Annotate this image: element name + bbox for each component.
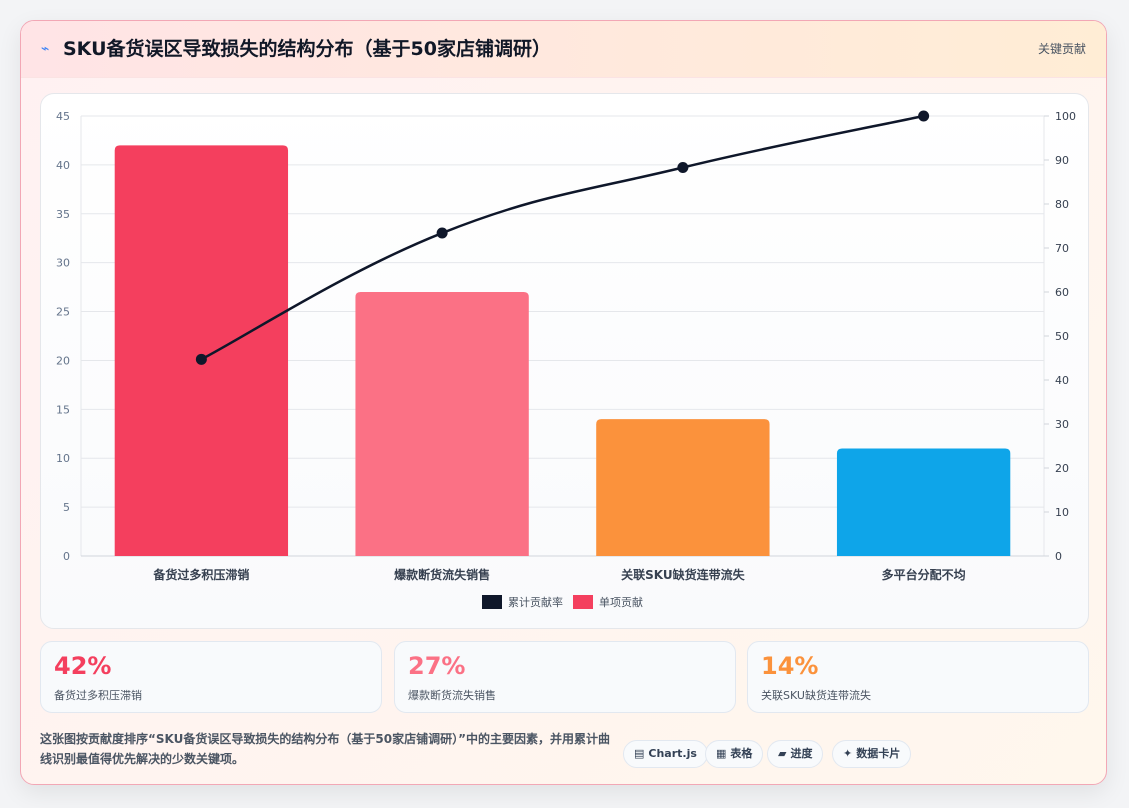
header-tag: 关键贡献 bbox=[1037, 42, 1086, 56]
bar-4 bbox=[836, 448, 1011, 556]
cumulative-line bbox=[200, 114, 924, 361]
progress-icon: ▰ bbox=[778, 747, 787, 760]
cumulative-point-3 bbox=[677, 161, 689, 173]
y-left-tick-label: 45 bbox=[56, 110, 70, 123]
chart-description: 这张图按贡献度排序“SKU备货误区导致损失的结构分布（基于50家店铺调研）”中的… bbox=[40, 732, 610, 766]
pill-table[interactable]: ▦ 表格 bbox=[705, 740, 764, 768]
chart-panel: 0 5 10 15 20 25 30 35 40 45 0 10 20 30 40 50 60 70 80 90 100… bbox=[40, 93, 1089, 629]
legend-swatch bbox=[482, 595, 502, 609]
pill-datacard[interactable]: ✦ 数据卡片 bbox=[832, 740, 912, 768]
x-tick-label: 多平台分配不均 bbox=[882, 567, 966, 582]
stat-card-3: 14% 关联SKU缺货连带流失 bbox=[747, 641, 1089, 713]
x-tick-label: 关联SKU缺货连带流失 bbox=[621, 567, 745, 582]
y-right-tick-label: 0 bbox=[1055, 550, 1062, 563]
x-tick-label: 爆款断货流失销售 bbox=[394, 567, 490, 582]
pill-progress[interactable]: ▰ 进度 bbox=[767, 740, 824, 768]
lightning-icon: ⌁ bbox=[41, 41, 50, 57]
stat-value: 42% bbox=[54, 652, 112, 680]
pill-label: 表格 bbox=[730, 747, 753, 760]
y-left-tick-label: 25 bbox=[56, 306, 70, 319]
y-left-tick-label: 35 bbox=[56, 208, 70, 221]
legend-swatch bbox=[573, 595, 593, 609]
pill-chartjs[interactable]: ▤ Chart.js bbox=[623, 740, 708, 768]
y-right-tick-label: 90 bbox=[1055, 154, 1069, 167]
cumulative-point-1 bbox=[195, 353, 207, 365]
card-header: ⌁ SKU备货误区导致损失的结构分布（基于50家店铺调研） 关键贡献 bbox=[21, 21, 1106, 78]
bar-2 bbox=[355, 292, 529, 556]
y-left-tick-label: 40 bbox=[56, 159, 70, 172]
bar-1 bbox=[114, 145, 289, 557]
stat-card-1: 42% 备货过多积压滞销 bbox=[40, 641, 382, 713]
chart-icon: ▤ bbox=[634, 747, 645, 760]
bar-3 bbox=[596, 419, 770, 556]
legend-label: 累计贡献率 bbox=[508, 595, 563, 609]
y-right-tick-label: 70 bbox=[1055, 242, 1069, 255]
pareto-chart: 0 5 10 15 20 25 30 35 40 45 0 10 20 30 40 50 60 70 80 90 100… bbox=[56, 110, 1076, 609]
cumulative-point-2 bbox=[436, 227, 448, 239]
y-left-tick-label: 20 bbox=[56, 354, 70, 367]
cumulative-point-4 bbox=[918, 110, 930, 122]
stat-label: 关联SKU缺货连带流失 bbox=[761, 689, 871, 702]
legend-label: 单项贡献 bbox=[599, 595, 643, 609]
pill-label: 进度 bbox=[790, 747, 813, 760]
stat-label: 备货过多积压滞销 bbox=[54, 689, 142, 702]
pill-label: 数据卡片 bbox=[856, 747, 901, 760]
stat-value: 27% bbox=[408, 652, 466, 680]
y-left-tick-label: 10 bbox=[56, 452, 70, 465]
y-right-tick-label: 20 bbox=[1055, 462, 1069, 475]
y-right-tick-label: 50 bbox=[1055, 330, 1069, 343]
stat-value: 14% bbox=[761, 652, 819, 680]
y-right-tick-label: 30 bbox=[1055, 418, 1069, 431]
y-right-tick-label: 100 bbox=[1055, 110, 1076, 123]
table-icon: ▦ bbox=[716, 747, 727, 760]
stat-card-2: 27% 爆款断货流失销售 bbox=[394, 641, 736, 713]
page-title: SKU备货误区导致损失的结构分布（基于50家店铺调研） bbox=[63, 38, 551, 60]
stat-label: 爆款断货流失销售 bbox=[408, 689, 496, 702]
y-left-tick-label: 15 bbox=[56, 403, 70, 416]
y-right-tick-label: 60 bbox=[1055, 286, 1069, 299]
chart-card: ⌁ SKU备货误区导致损失的结构分布（基于50家店铺调研） 关键贡献 0 5 10 1… bbox=[20, 20, 1107, 785]
y-left-tick-label: 0 bbox=[63, 550, 70, 563]
y-left-tick-label: 5 bbox=[63, 501, 70, 514]
x-tick-label: 备货过多积压滞销 bbox=[152, 567, 249, 582]
pill-label: Chart.js bbox=[648, 747, 697, 760]
y-right-tick-label: 80 bbox=[1055, 198, 1069, 211]
sparkle-icon: ✦ bbox=[843, 747, 853, 760]
y-right-tick-label: 10 bbox=[1055, 506, 1069, 519]
y-right-tick-label: 40 bbox=[1055, 374, 1069, 387]
y-left-tick-label: 30 bbox=[56, 257, 70, 270]
